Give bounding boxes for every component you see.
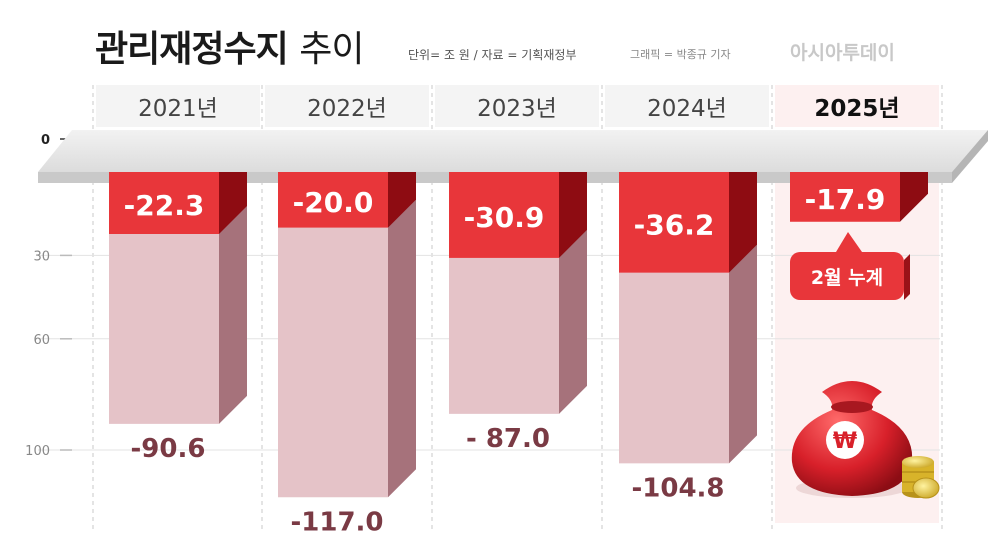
feb-bar	[278, 172, 388, 228]
annual-value-label: -104.8	[631, 473, 724, 503]
feb-bar	[449, 172, 559, 258]
feb-bar-side	[900, 172, 928, 222]
year-label: 2024년	[647, 96, 727, 122]
annual-bar-side	[219, 172, 247, 424]
y-tick-label: 100	[25, 444, 50, 459]
annual-value-label: -117.0	[290, 507, 383, 537]
feb-bar	[109, 172, 219, 234]
graphic-credit: 그래픽 = 박종규 기자	[630, 48, 731, 61]
title-bold: 관리재정수지	[95, 29, 289, 70]
svg-text:₩: ₩	[833, 429, 857, 454]
y-tick-label: 60	[33, 333, 50, 348]
chart-title: 관리재정수지 추이	[95, 20, 365, 72]
feb-bar	[619, 172, 729, 273]
feb-value-label: -30.9	[464, 201, 545, 234]
feb-value-label: -17.9	[805, 183, 886, 216]
feb-value-label: -20.0	[293, 186, 374, 219]
brand-logo: 아시아투데이	[790, 42, 895, 64]
year-label: 2023년	[477, 96, 557, 122]
feb-bar-side	[559, 172, 587, 258]
zero-baseline-plate	[38, 130, 988, 172]
zero-baseline-plate-side	[952, 130, 988, 183]
y-tick-label: 30	[33, 249, 50, 264]
year-label: 2025년	[814, 96, 899, 122]
feb-bar-side	[729, 172, 757, 273]
annual-bar-side	[388, 172, 416, 498]
feb-value-label: -22.3	[124, 189, 205, 222]
annotation-bubble: 2월 누계	[790, 232, 910, 300]
year-label: 2022년	[307, 96, 387, 122]
year-header-bg	[96, 85, 260, 127]
unit-source-note: 단위= 조 원 / 자료 = 기획재정부	[408, 48, 577, 62]
money-bag-icon: ₩	[791, 381, 913, 498]
year-header-bg	[605, 85, 769, 127]
year-header-bg	[265, 85, 429, 127]
feb-value-label: -36.2	[634, 208, 715, 241]
annual-value-label: - 87.0	[466, 424, 550, 454]
feb-bar-side	[219, 172, 247, 234]
annotation-label: 2월 누계	[811, 267, 883, 289]
feb-bar-side	[388, 172, 416, 228]
coin-stack-icon	[902, 456, 940, 499]
annual-value-label: -90.6	[131, 434, 206, 464]
won-sign-icon: ₩	[826, 421, 864, 459]
year-header-bg	[435, 85, 599, 127]
year-header-bg	[775, 85, 939, 127]
title-light: 추이	[299, 29, 364, 70]
y-tick-label: 0	[41, 133, 50, 148]
year-label: 2021년	[138, 96, 218, 122]
feb-bar	[790, 172, 900, 222]
